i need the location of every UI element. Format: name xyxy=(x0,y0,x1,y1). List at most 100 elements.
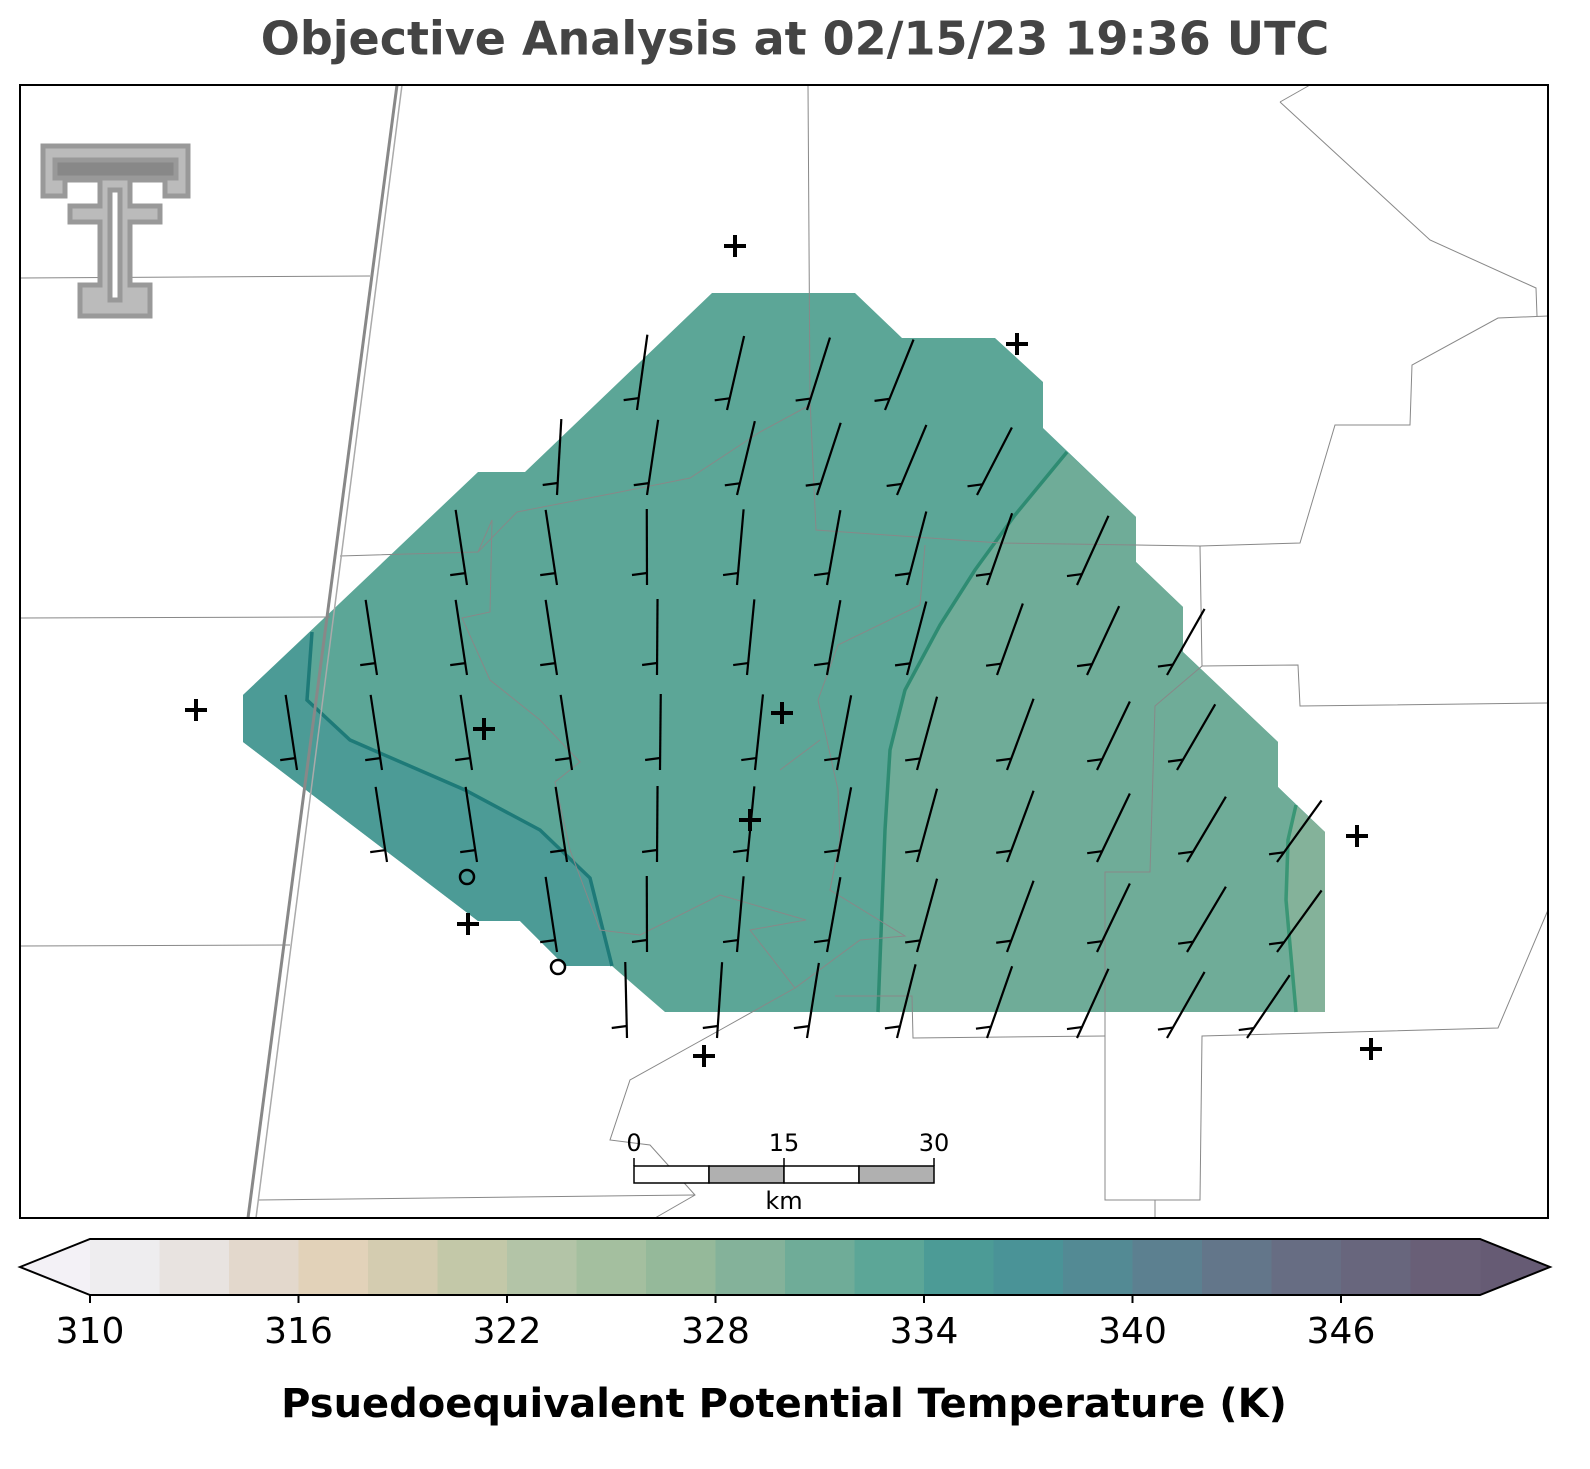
wind-barb-flag xyxy=(975,1025,992,1030)
wind-barb-flag xyxy=(1268,851,1285,856)
wind-barb xyxy=(1186,886,1227,953)
wind-barb xyxy=(985,512,1014,586)
wind-barb-flag xyxy=(1087,850,1103,855)
field-shading-west xyxy=(243,632,612,966)
colorbar-bin xyxy=(1063,1239,1133,1295)
wind-barb xyxy=(825,509,842,586)
colorbar-tick-label: 346 xyxy=(1307,1311,1376,1352)
wind-barb xyxy=(725,335,746,411)
wind-barb-flag xyxy=(733,661,749,667)
wind-barb-flag xyxy=(450,572,466,577)
colorbar-bin xyxy=(229,1239,299,1295)
wind-barb-flag xyxy=(641,848,658,854)
wind-barb xyxy=(1005,698,1035,771)
wind-barb-flag xyxy=(714,397,730,402)
wind-barb xyxy=(1246,974,1291,1039)
wind-barb xyxy=(825,599,842,676)
wind-barb xyxy=(805,962,820,1039)
colorbar-bin xyxy=(298,1239,369,1295)
wind-barb-flag xyxy=(1268,941,1285,946)
wind-barb xyxy=(1276,889,1323,953)
wind-barb xyxy=(745,599,756,676)
wind-barb-flag xyxy=(702,1024,718,1030)
wind-barb xyxy=(624,961,629,1039)
wind-barb-flag xyxy=(623,397,639,402)
wind-barb xyxy=(715,962,724,1039)
wind-barb-flag xyxy=(631,571,648,577)
wind-barb-flag xyxy=(996,757,1012,762)
station-markers xyxy=(185,235,1382,1067)
wind-barb xyxy=(995,603,1024,676)
colorbar-tick-label: 316 xyxy=(264,1311,333,1352)
calm-markers xyxy=(458,868,567,976)
logo xyxy=(40,143,191,319)
wind-barb-flag xyxy=(633,482,649,487)
wind-barb-flag xyxy=(450,662,466,667)
wind-barb xyxy=(976,426,1013,496)
wind-barb xyxy=(915,696,939,771)
colorbar-bin xyxy=(90,1239,160,1295)
wind-barb-flag xyxy=(894,572,911,577)
field-shading-east2 xyxy=(1288,805,1325,1012)
colorbar-tick-label: 334 xyxy=(890,1311,959,1352)
wind-barb xyxy=(915,788,939,863)
wind-barb-flag xyxy=(1066,1025,1083,1031)
wind-barb-flag xyxy=(1157,1026,1174,1031)
wind-barb-flag xyxy=(1177,850,1194,855)
wind-barb-flag xyxy=(996,849,1012,854)
colorbar-bin xyxy=(785,1239,855,1295)
wind-barb xyxy=(1096,882,1131,953)
wind-barb xyxy=(735,876,745,953)
wind-barb xyxy=(1166,971,1206,1039)
wind-barb xyxy=(655,598,659,676)
wind-barb xyxy=(1075,968,1110,1039)
wind-barb-flag xyxy=(550,849,566,854)
county-lines xyxy=(19,84,1549,1219)
wind-barb-flag xyxy=(280,757,296,762)
wind-barb xyxy=(753,694,765,771)
wind-barb-flag xyxy=(813,572,830,577)
wind-barb-flag xyxy=(905,849,921,854)
wind-barb-flag xyxy=(741,756,757,762)
wind-barb xyxy=(905,601,928,676)
colorbar-bin xyxy=(924,1239,994,1295)
wind-barb xyxy=(635,334,649,411)
wind-barb-flag xyxy=(967,483,983,488)
wind-barb-flag xyxy=(360,662,376,667)
wind-barb xyxy=(735,420,756,496)
wind-barbs xyxy=(280,334,1323,1039)
scale-unit: km xyxy=(765,1187,802,1215)
wind-barb xyxy=(895,964,917,1039)
wind-barb xyxy=(1096,700,1131,771)
wind-barb-flag xyxy=(996,939,1012,944)
wind-barb xyxy=(835,695,853,771)
wind-barb-flag xyxy=(455,757,471,762)
wind-barb-flag xyxy=(1177,940,1194,945)
wind-barb xyxy=(555,419,563,496)
wind-barb xyxy=(658,693,662,771)
wind-barb-flag xyxy=(631,938,648,944)
wind-barb xyxy=(815,422,842,496)
wind-barb-flag xyxy=(1167,758,1184,763)
state-line-inner xyxy=(255,84,403,1219)
colorbar-bin xyxy=(368,1239,438,1295)
wind-barb-flag xyxy=(611,1024,627,1030)
colorbar-bin xyxy=(1410,1239,1481,1295)
wind-barb-flag xyxy=(722,938,739,944)
wind-barb-flag xyxy=(824,849,840,854)
colorbar-bin xyxy=(1341,1239,1411,1295)
map xyxy=(19,84,1549,1219)
colorbar-extend-under xyxy=(20,1239,90,1295)
scale-label: 0 xyxy=(626,1129,641,1157)
wind-barb xyxy=(805,337,832,411)
wind-barb xyxy=(1075,515,1110,586)
wind-barb-flag xyxy=(874,397,890,402)
wind-barb-flag xyxy=(886,482,902,488)
wind-barb-flag xyxy=(1066,572,1083,578)
scale-label: 30 xyxy=(919,1129,950,1157)
colorbar-bin xyxy=(1202,1239,1272,1295)
scale-segment xyxy=(858,1165,935,1184)
wind-barb-flag xyxy=(1157,663,1174,668)
wind-barb-flag xyxy=(813,662,830,667)
